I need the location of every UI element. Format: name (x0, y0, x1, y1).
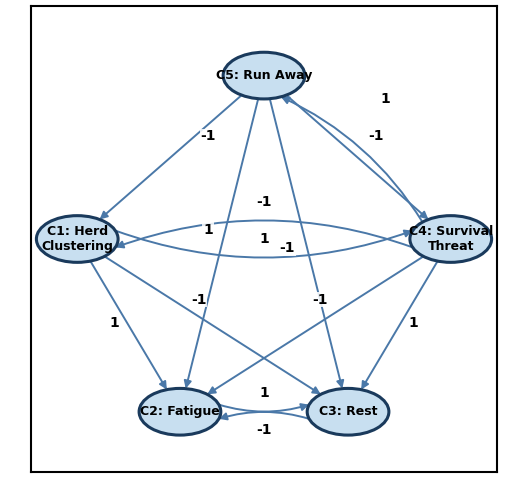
Text: 1: 1 (259, 386, 269, 400)
Ellipse shape (307, 389, 389, 435)
FancyArrowPatch shape (90, 261, 166, 388)
Text: -1: -1 (280, 241, 295, 255)
FancyArrowPatch shape (283, 98, 422, 222)
Ellipse shape (36, 216, 118, 262)
FancyArrowPatch shape (117, 220, 412, 248)
Text: -1: -1 (256, 195, 272, 209)
Ellipse shape (410, 216, 492, 262)
FancyArrowPatch shape (221, 412, 309, 419)
Ellipse shape (139, 389, 221, 435)
Text: -1: -1 (256, 424, 272, 437)
Text: -1: -1 (191, 293, 206, 307)
FancyArrowPatch shape (105, 256, 319, 393)
Ellipse shape (223, 52, 305, 99)
Text: 1: 1 (203, 223, 213, 237)
FancyArrowPatch shape (219, 404, 307, 412)
Text: C2: Fatigue: C2: Fatigue (140, 405, 220, 418)
Text: -1: -1 (312, 293, 328, 307)
Text: C3: Rest: C3: Rest (319, 405, 378, 418)
Text: 1: 1 (110, 316, 119, 330)
Text: 1: 1 (409, 316, 418, 330)
Text: -1: -1 (369, 129, 384, 143)
FancyArrowPatch shape (185, 98, 258, 387)
Text: C1: Herd
Clustering: C1: Herd Clustering (41, 225, 113, 253)
Text: C4: Survival
Threat: C4: Survival Threat (409, 225, 493, 253)
FancyArrowPatch shape (270, 98, 343, 387)
FancyArrowPatch shape (116, 230, 411, 258)
Text: 1: 1 (259, 232, 269, 246)
Text: 1: 1 (381, 92, 390, 106)
FancyArrowPatch shape (101, 95, 242, 218)
Text: C5: Run Away: C5: Run Away (216, 69, 312, 82)
FancyArrowPatch shape (362, 261, 438, 388)
FancyArrowPatch shape (209, 256, 423, 393)
Text: -1: -1 (200, 129, 216, 143)
FancyArrowPatch shape (286, 95, 427, 218)
